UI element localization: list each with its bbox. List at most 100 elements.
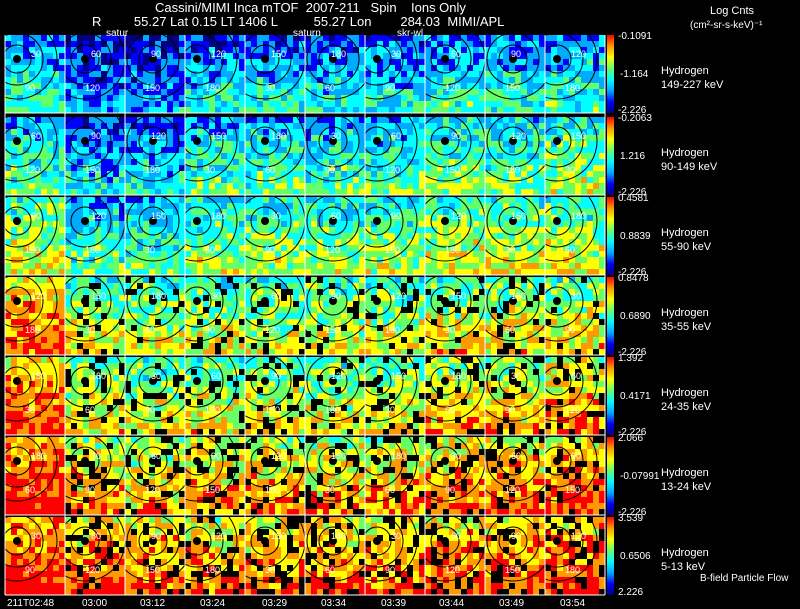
panel-r6-c7 <box>425 517 485 595</box>
saturn-marker <box>193 137 201 145</box>
colorbar <box>607 35 614 113</box>
saturn-marker <box>553 137 561 145</box>
colorbar-min: 2.226 <box>618 587 644 598</box>
saturn-marker <box>329 297 337 305</box>
panel-r5-c1 <box>65 437 125 515</box>
energy-label: 5-13 keV <box>661 561 706 573</box>
contour-line <box>65 517 125 582</box>
saturn-marker <box>329 377 337 385</box>
contour-label: 60 <box>331 211 342 221</box>
contour-line <box>365 526 392 556</box>
contour-line <box>126 117 180 168</box>
contour-line <box>126 437 180 488</box>
contour-label: 90 <box>151 531 162 541</box>
colorbar-min: -2.226 <box>618 187 647 198</box>
contour-label: 180 <box>211 211 227 221</box>
contour-label: 120 <box>151 131 167 141</box>
contour-label: 150 <box>205 485 221 495</box>
contour-line <box>365 44 392 74</box>
saturn-marker <box>81 55 89 63</box>
saturn-marker <box>193 217 201 225</box>
marker-skr: skr-wl <box>397 28 424 39</box>
saturn-marker <box>373 297 381 305</box>
saturn-marker <box>329 537 337 545</box>
contour-line <box>365 357 418 422</box>
contour-label: 30 <box>85 325 96 335</box>
contour-line <box>425 277 485 342</box>
saturn-marker <box>553 377 561 385</box>
contour-line <box>245 357 292 408</box>
contour-line <box>185 206 212 236</box>
contour-line <box>486 117 540 168</box>
panel-r4-c4 <box>245 357 305 435</box>
contour-line <box>5 357 58 422</box>
contour-label: 120 <box>325 245 341 255</box>
contour-line <box>425 517 472 568</box>
contour-label: 90 <box>211 451 222 461</box>
saturn-marker <box>373 217 381 225</box>
contour-label: 60 <box>325 565 336 575</box>
time-tick-label: 03:24 <box>200 598 226 609</box>
saturn-marker <box>81 537 89 545</box>
contour-line <box>5 197 58 262</box>
colorbar-max: -0.1091 <box>618 31 652 42</box>
contour-line <box>545 197 584 248</box>
colorbar-max: -0.2063 <box>618 113 652 124</box>
contour-label: 60 <box>505 325 516 335</box>
contour-line <box>126 35 180 86</box>
contour-line <box>250 366 280 396</box>
contour-line <box>545 117 598 182</box>
contour-label: 30 <box>145 245 156 255</box>
contour-label: 90 <box>271 371 282 381</box>
marker-saturn-1: satur <box>106 28 129 39</box>
saturn-marker <box>261 537 269 545</box>
saturn-marker <box>441 457 449 465</box>
saturn-marker <box>81 137 89 145</box>
contour-label: 180 <box>451 371 467 381</box>
units-title: Log Cnts <box>710 5 755 17</box>
contour-line <box>425 197 472 248</box>
contour-label: 180 <box>91 371 107 381</box>
contour-label: 180 <box>565 565 581 575</box>
colorbar-min: -2.226 <box>618 267 647 278</box>
panel-r1-c4 <box>245 117 305 195</box>
contour-label: 30 <box>265 565 276 575</box>
contour-line <box>5 117 44 168</box>
contour-line <box>70 446 100 476</box>
contour-line <box>545 437 598 502</box>
contour-line <box>5 286 32 316</box>
contour-label: 60 <box>85 405 96 415</box>
contour-line <box>318 366 348 396</box>
colorbar-mid: 0.6890 <box>620 311 651 322</box>
contour-line <box>365 206 392 236</box>
saturn-marker <box>329 217 337 225</box>
contour-label: 90 <box>145 405 156 415</box>
panel-r2-c3 <box>185 197 245 275</box>
colorbar-mid: -1.164 <box>620 69 649 80</box>
panel-r0-c5 <box>305 35 365 113</box>
contour-line <box>430 44 460 74</box>
contour-label: 30 <box>325 485 336 495</box>
contour-line <box>365 126 392 156</box>
contour-label: 90 <box>511 49 522 59</box>
contour-line <box>430 206 460 236</box>
contour-line <box>306 117 360 168</box>
contour-label: 90 <box>325 165 336 175</box>
species-label: Hydrogen <box>661 547 709 559</box>
contour-line <box>305 117 365 182</box>
species-label: Hydrogen <box>661 65 709 77</box>
panel-r2-c4 <box>245 197 305 275</box>
contour-line <box>545 437 584 488</box>
contour-line <box>138 44 168 74</box>
panel-r5-c0 <box>5 437 65 515</box>
contour-line <box>365 437 404 488</box>
contour-line <box>425 357 472 408</box>
contour-label: 60 <box>385 485 396 495</box>
panel-r1-c7 <box>425 117 485 195</box>
saturn-marker <box>81 217 89 225</box>
contour-label: 60 <box>211 371 222 381</box>
contour-line <box>545 526 572 556</box>
saturn-marker <box>193 457 201 465</box>
contour-label: 30 <box>385 405 396 415</box>
